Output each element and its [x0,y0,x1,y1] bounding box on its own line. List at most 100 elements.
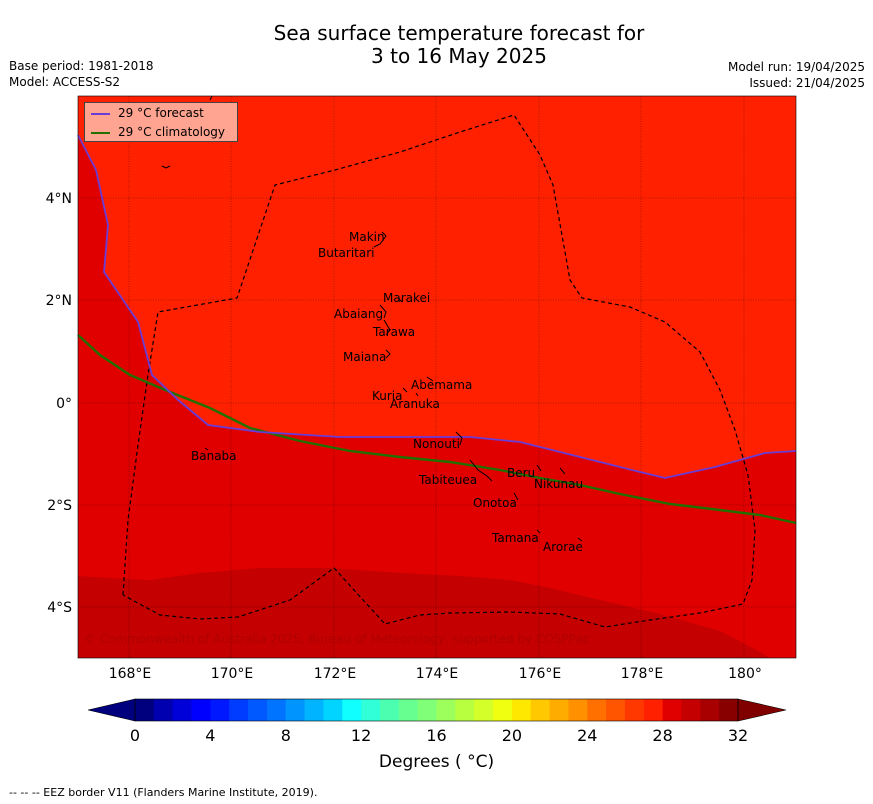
colorbar-cells [135,699,739,721]
colorbar-cell [700,699,720,721]
colorbar-title: Degrees ( °C) [378,752,495,772]
lat-tick-4n: 4°N [46,191,72,207]
sst-field-hot [78,135,796,658]
island-label-marakei: Marakei [383,291,430,305]
colorbar-cell [266,699,287,721]
base-period-text: Base period: 1981-2018 [9,59,154,73]
colorbar-cell [624,699,645,721]
colorbar-cell [549,699,569,721]
colorbar-cell [304,699,324,721]
colorbar-tick-label: 8 [281,726,291,745]
island-label-nonouti: Nonouti [413,437,460,451]
colorbar-cell [436,699,456,721]
lon-tick-172e: 172°E [314,666,357,682]
colorbar-cell [568,699,588,721]
colorbar: 0 4 8 12 16 20 24 28 32 [87,698,787,745]
colorbar-cell [342,699,362,721]
colorbar-cell [417,699,437,721]
island-label-arorae: Arorae [543,540,583,554]
title-line-1: Sea surface temperature forecast for [273,21,645,45]
map-legend: 29 °C forecast 29 °C climatology [84,102,238,142]
colorbar-tick-label: 28 [652,726,672,745]
island-shapes [161,95,583,542]
lon-tick-174e: 174°E [416,666,459,682]
island-label-onotoa: Onotoa [473,496,517,510]
colorbar-cell [229,699,249,721]
legend-forecast-entry: 29 °C forecast [91,105,204,121]
legend-climatology-label: 29 °C climatology [118,125,226,139]
sst-field-hottest [78,568,770,658]
island-label-butaritari: Butaritari [318,246,375,260]
colorbar-cell [643,699,664,721]
colorbar-cell [719,699,739,721]
island-label-tamana: Tamana [491,531,539,545]
colorbar-cell [153,699,174,721]
island-label-beru: Beru [507,466,535,480]
colorbar-over-arrow [737,698,787,722]
colorbar-cell [210,699,230,721]
colorbar-tick-labels: 0 4 8 12 16 20 24 28 32 [130,726,748,745]
map-frame [77,95,797,659]
legend-forecast-label: 29 °C forecast [118,106,204,120]
island-label-tarawa: Tarawa [372,325,415,339]
lon-tick-176e: 176°E [519,666,562,682]
lon-tick-180: 180° [728,666,762,682]
eez-border [122,114,756,628]
island-label-maiana: Maiana [343,350,386,364]
colorbar-cell [511,699,532,721]
island-label-banaba: Banaba [191,449,237,463]
colorbar-tick-label: 12 [351,726,371,745]
lat-tick-2n: 2°N [46,293,72,309]
colorbar-tick-label: 20 [502,726,522,745]
climatology-contour [77,334,797,525]
island-label-abaiang: Abaiang [334,307,383,321]
lon-tick-168e: 168°E [109,666,152,682]
island-label-makin: Makin [349,230,385,244]
colorbar-tick-label: 16 [426,726,446,745]
map-title: Sea surface temperature forecast for 3 t… [0,22,873,68]
colorbar-frame [134,698,739,722]
lat-tick-2s: 2°S [47,498,72,514]
island-label-nikunau: Nikunau [534,477,583,491]
colorbar-cell [530,699,550,721]
island-label-aranuka: Aranuka [390,397,440,411]
legend-climatology-entry: 29 °C climatology [91,124,225,140]
colorbar-cell [172,699,192,721]
colorbar-cell [379,699,400,721]
copyright-notice: © Commonwealth of Australia 2025, Bureau… [84,632,590,646]
model-run-text: Model run: 19/04/2025 [727,60,865,74]
forecast-swatch [91,112,110,115]
colorbar-under-arrow [87,698,136,722]
island-label-tabiteuea: Tabiteuea [418,473,477,487]
colorbar-cell [191,699,211,721]
colorbar-cell [285,699,305,721]
island-label-abemama: Abemama [411,378,472,392]
climatology-swatch [91,131,110,134]
lat-tick-4s: 4°S [47,600,72,616]
colorbar-cell [606,699,626,721]
colorbar-tick-label: 24 [577,726,597,745]
island-label-kuria: Kuria [372,389,403,403]
colorbar-cell [681,699,701,721]
colorbar-cell [662,699,682,721]
issued-text: Issued: 21/04/2025 [749,76,865,90]
lat-tick-0: 0° [56,396,72,412]
colorbar-cell [135,699,155,721]
colorbar-cell [474,699,494,721]
model-text: Model: ACCESS-S2 [9,75,121,89]
colorbar-tick-label: 4 [205,726,215,745]
colorbar-tick-label: 32 [728,726,748,745]
colorbar-tick-label: 0 [130,726,140,745]
colorbar-cell [248,699,268,721]
colorbar-cell [361,699,381,721]
colorbar-cell [323,699,343,721]
model-run-info: Model run: 19/04/2025 Issued: 21/04/2025 [728,59,865,91]
title-line-2: 3 to 16 May 2025 [371,44,547,68]
colorbar-cell [587,699,607,721]
colorbar-cell [398,699,419,721]
lon-tick-170e: 170°E [211,666,254,682]
forecast-contour [77,134,797,479]
sst-map: Makin Butaritari Marakei Abaiang Tarawa … [46,95,797,682]
eez-footnote: -- -- -- EEZ border V11 (Flanders Marine… [9,786,318,799]
colorbar-cell [493,699,513,721]
